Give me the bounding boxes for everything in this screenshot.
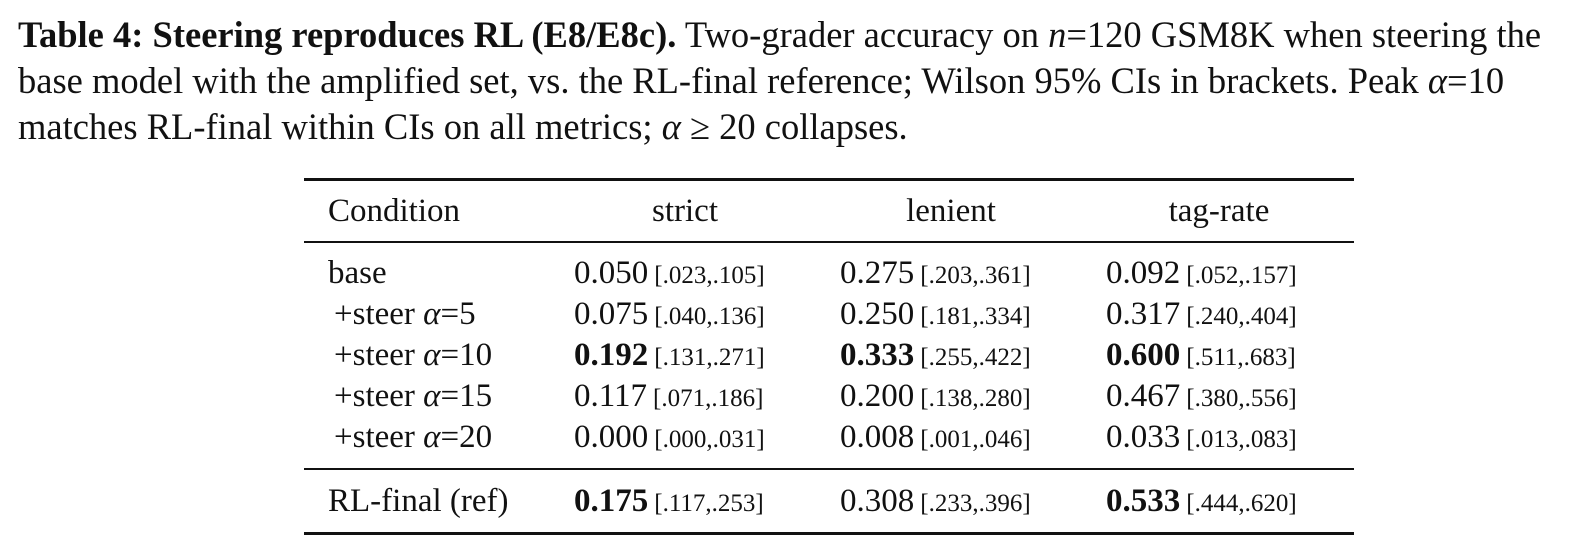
tag-rate-confidence-interval: [.052,.157] [1186, 262, 1297, 289]
table-body: base 0.050 [.023,.105] 0.275 [.203,.361] 0.09… [304, 242, 1354, 469]
condition-alpha-symbol: α [423, 337, 441, 373]
tag-rate-cell: 0.600 [.511,.683] [1084, 335, 1354, 376]
lenient-value: 0.200 [840, 378, 915, 414]
tag-rate-cell: 0.092 [.052,.157] [1084, 242, 1354, 294]
condition-label: +steer [334, 419, 424, 455]
condition-alpha-symbol: α [423, 296, 441, 332]
condition-label: +steer [334, 296, 424, 332]
lenient-cell: 0.308 [.233,.396] [818, 469, 1084, 534]
lenient-confidence-interval: [.181,.334] [920, 303, 1031, 330]
condition-label: RL-final (ref) [328, 482, 509, 519]
table-row: +steer α=5 0.075 [.040,.136] 0.250 [.181,.33… [304, 294, 1354, 335]
tag-rate-cell: 0.317 [.240,.404] [1084, 294, 1354, 335]
tag-rate-confidence-interval: [.380,.556] [1186, 385, 1297, 412]
lenient-confidence-interval: [.138,.280] [920, 385, 1031, 412]
header-condition: Condition [328, 192, 461, 229]
tag-rate-value: 0.033 [1106, 419, 1181, 455]
caption-text-2: =10 matches RL-final within CIs on all m… [18, 60, 1505, 147]
tag-rate-value: 0.092 [1106, 255, 1181, 291]
strict-cell: 0.000 [.000,.031] [552, 417, 818, 469]
tag-rate-cell: 0.033 [.013,.083] [1084, 417, 1354, 469]
results-table: Condition strict lenient tag-rate base 0.… [304, 178, 1354, 535]
table-row: +steer α=15 0.117 [.071,.186] 0.200 [.138,.2… [304, 376, 1354, 417]
caption-text-3: ≥ 20 collapses. [680, 106, 908, 147]
caption-alpha-2: α [661, 106, 681, 147]
lenient-value: 0.308 [840, 482, 915, 519]
tag-rate-confidence-interval: [.444,.620] [1186, 489, 1297, 517]
tag-rate-value: 0.467 [1106, 378, 1181, 414]
lenient-cell: 0.200 [.138,.280] [818, 376, 1084, 417]
strict-cell: 0.192 [.131,.271] [552, 335, 818, 376]
lenient-confidence-interval: [.255,.422] [920, 344, 1031, 371]
strict-value: 0.000 [574, 419, 649, 455]
lenient-cell: 0.333 [.255,.422] [818, 335, 1084, 376]
condition-alpha-value: =10 [440, 337, 493, 373]
tag-rate-confidence-interval: [.013,.083] [1186, 426, 1297, 453]
table-caption: Table 4: Steering reproduces RL (E8/E8c)… [18, 12, 1563, 150]
strict-confidence-interval: [.023,.105] [654, 262, 765, 289]
strict-value: 0.075 [574, 296, 649, 332]
results-table-container: Condition strict lenient tag-rate base 0.… [304, 178, 1354, 535]
header-strict: strict [652, 192, 718, 229]
lenient-value: 0.008 [840, 419, 915, 455]
strict-value: 0.117 [574, 378, 648, 414]
condition-alpha-value: =20 [440, 419, 493, 455]
tag-rate-cell: 0.533 [.444,.620] [1084, 469, 1354, 534]
lenient-confidence-interval: [.233,.396] [920, 489, 1031, 517]
lenient-cell: 0.008 [.001,.046] [818, 417, 1084, 469]
caption-label: Table 4: Steering reproduces RL (E8/E8c)… [18, 14, 677, 55]
caption-n-clause: =120 GSM8K when steering the base model … [18, 14, 1542, 101]
condition-cell: +steer α=10 [304, 335, 552, 376]
strict-value: 0.175 [574, 482, 649, 519]
condition-alpha-value: =5 [440, 296, 476, 332]
tag-rate-confidence-interval: [.511,.683] [1186, 344, 1296, 371]
strict-value: 0.192 [574, 337, 649, 373]
tag-rate-value: 0.533 [1106, 482, 1181, 519]
tag-rate-value: 0.600 [1106, 337, 1181, 373]
condition-cell: +steer α=15 [304, 376, 552, 417]
tag-rate-confidence-interval: [.240,.404] [1186, 303, 1297, 330]
strict-cell: 0.075 [.040,.136] [552, 294, 818, 335]
strict-cell: 0.050 [.023,.105] [552, 242, 818, 294]
condition-cell: base [304, 242, 552, 294]
header-tag-rate: tag-rate [1168, 192, 1270, 229]
strict-confidence-interval: [.131,.271] [654, 344, 765, 371]
condition-label: base [328, 255, 387, 291]
strict-value: 0.050 [574, 255, 649, 291]
header-lenient: lenient [906, 192, 996, 229]
lenient-value: 0.333 [840, 337, 915, 373]
condition-label: +steer [334, 378, 424, 414]
strict-cell: 0.117 [.071,.186] [552, 376, 818, 417]
strict-confidence-interval: [.071,.186] [653, 385, 764, 412]
condition-cell: +steer α=5 [304, 294, 552, 335]
lenient-value: 0.275 [840, 255, 915, 291]
condition-alpha-value: =15 [440, 378, 493, 414]
table-header-row: Condition strict lenient tag-rate [304, 179, 1354, 242]
lenient-confidence-interval: [.203,.361] [920, 262, 1031, 289]
condition-cell: RL-final (ref) [304, 469, 552, 534]
condition-alpha-symbol: α [423, 378, 441, 414]
tag-rate-value: 0.317 [1106, 296, 1181, 332]
lenient-cell: 0.275 [.203,.361] [818, 242, 1084, 294]
condition-cell: +steer α=20 [304, 417, 552, 469]
lenient-value: 0.250 [840, 296, 915, 332]
strict-confidence-interval: [.117,.253] [654, 489, 764, 517]
table-row: +steer α=20 0.000 [.000,.031] 0.008 [.001,.0… [304, 417, 1354, 469]
caption-alpha-1: α [1427, 60, 1447, 101]
condition-label: +steer [334, 337, 424, 373]
tag-rate-cell: 0.467 [.380,.556] [1084, 376, 1354, 417]
strict-confidence-interval: [.000,.031] [654, 426, 765, 453]
reference-row: RL-final (ref) 0.175 [.117,.253] 0.308 [.233… [304, 469, 1354, 534]
reference-body: RL-final (ref) 0.175 [.117,.253] 0.308 [.233… [304, 469, 1354, 534]
table-row: base 0.050 [.023,.105] 0.275 [.203,.361] 0.09… [304, 242, 1354, 294]
strict-cell: 0.175 [.117,.253] [552, 469, 818, 534]
lenient-confidence-interval: [.001,.046] [920, 426, 1031, 453]
condition-alpha-symbol: α [423, 419, 441, 455]
caption-n-variable: n [1048, 14, 1067, 55]
lenient-cell: 0.250 [.181,.334] [818, 294, 1084, 335]
strict-confidence-interval: [.040,.136] [654, 303, 765, 330]
caption-text-1: Two-grader accuracy on [676, 14, 1049, 55]
table-row: +steer α=10 0.192 [.131,.271] 0.333 [.255,.4… [304, 335, 1354, 376]
